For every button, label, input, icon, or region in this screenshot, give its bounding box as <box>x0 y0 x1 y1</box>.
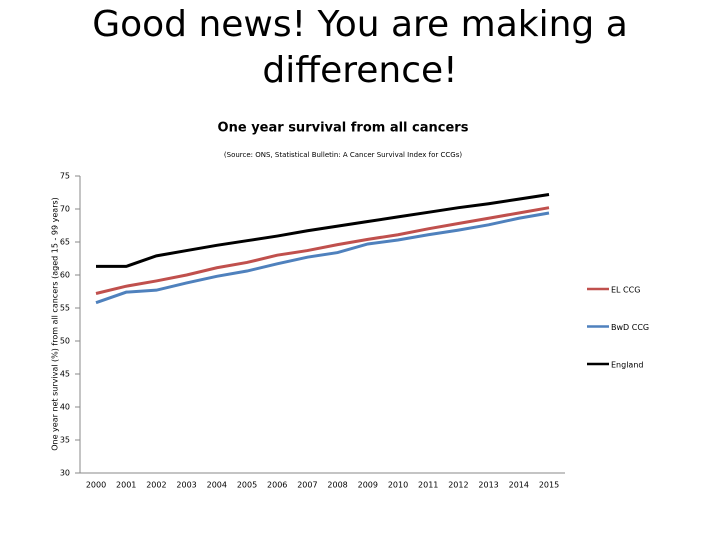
chart-title: One year survival from all cancers <box>218 121 469 136</box>
chart-subtitle: (Source: ONS, Statistical Bulletin: A Ca… <box>224 151 462 159</box>
x-tick-label: 2003 <box>176 481 196 490</box>
slide-title-box: Good news! You are making a difference! <box>92 4 628 91</box>
x-tick-label: 2010 <box>388 481 408 490</box>
slide-title: Good news! You are making a difference! <box>92 4 628 91</box>
x-tick-label: 2002 <box>146 481 166 490</box>
y-tick-label: 30 <box>60 469 70 478</box>
y-tick-label: 35 <box>60 436 70 445</box>
x-tick-label: 2014 <box>509 481 529 490</box>
y-axis-label: One year net survival (%) from all cance… <box>51 197 60 451</box>
x-tick-label: 2001 <box>116 481 136 490</box>
y-tick-label: 60 <box>60 271 70 280</box>
x-tick-label: 2006 <box>267 481 287 490</box>
x-tick-label: 2005 <box>237 481 257 490</box>
y-tick-label: 55 <box>60 304 70 313</box>
series-line <box>96 192 550 268</box>
x-tick-label: 2004 <box>207 481 227 490</box>
x-tick-label: 2008 <box>327 481 347 490</box>
legend-label: BwD CCG <box>611 323 649 332</box>
series-line <box>95 211 550 305</box>
x-tick-label: 2012 <box>448 481 468 490</box>
y-tick-label: 45 <box>60 370 70 379</box>
x-tick-label: 2009 <box>358 481 378 490</box>
x-tick-label: 2011 <box>418 481 438 490</box>
y-tick-label: 70 <box>60 205 70 214</box>
y-tick-label: 50 <box>60 337 70 346</box>
y-tick-label: 65 <box>60 238 70 247</box>
legend-label: England <box>611 361 643 370</box>
x-tick-label: 2007 <box>297 481 317 490</box>
x-tick-label: 2000 <box>86 481 106 490</box>
series-line <box>95 206 550 295</box>
x-tick-label: 2013 <box>478 481 498 490</box>
x-tick-label: 2015 <box>539 481 559 490</box>
y-tick-label: 40 <box>60 403 70 412</box>
legend-label: EL CCG <box>611 286 640 295</box>
y-tick-label: 75 <box>60 172 70 181</box>
